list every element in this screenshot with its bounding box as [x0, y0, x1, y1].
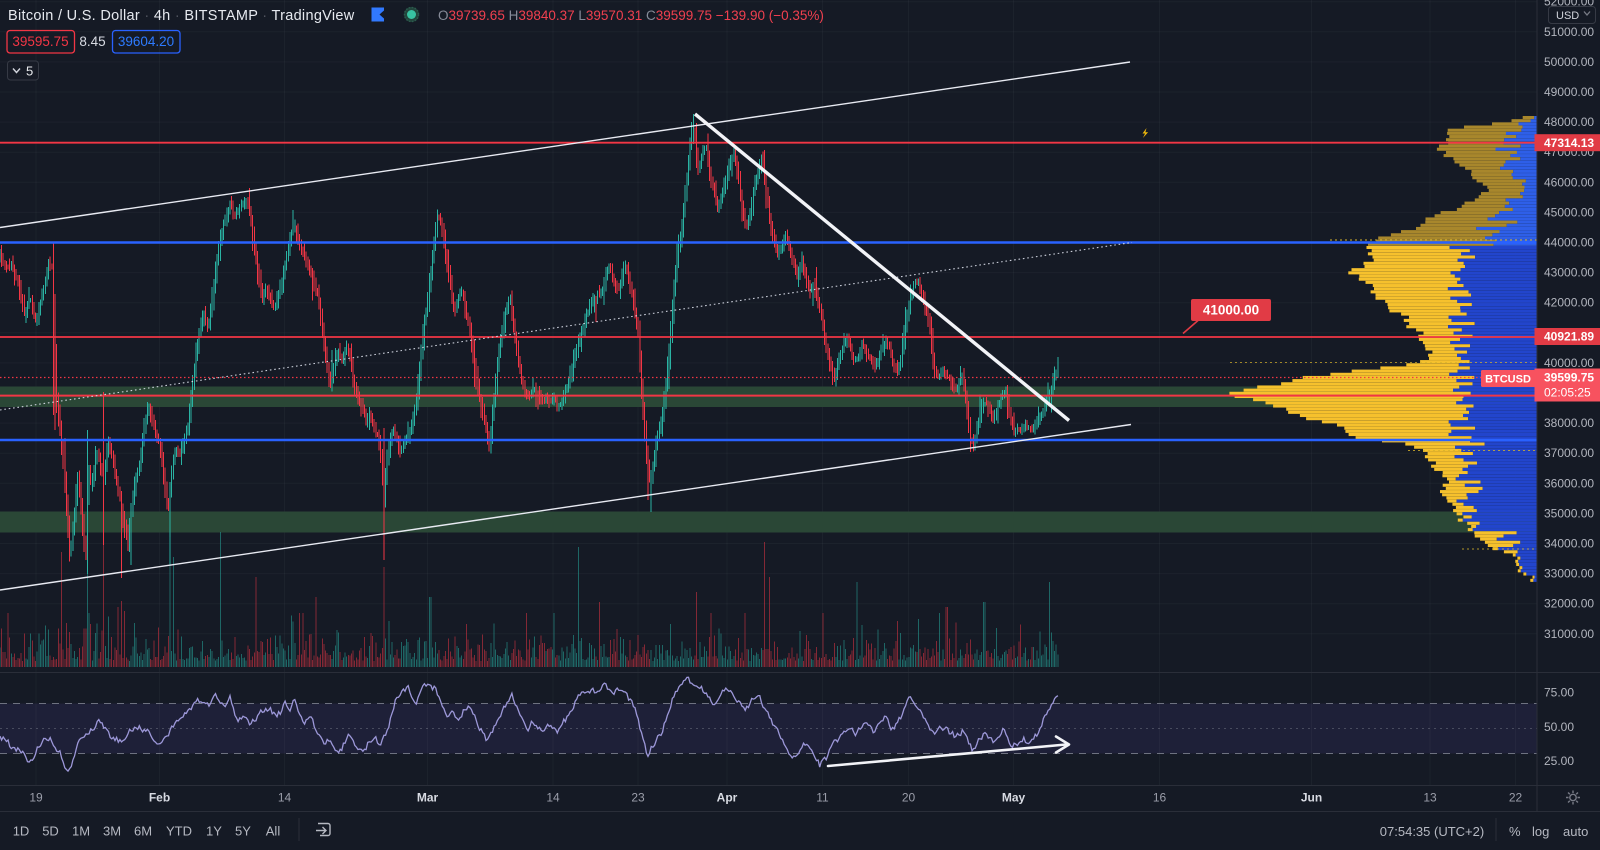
svg-text:20: 20	[902, 791, 916, 805]
svg-text:38000.00: 38000.00	[1544, 416, 1594, 430]
svg-text:5D: 5D	[42, 824, 59, 839]
svg-text:Apr: Apr	[717, 791, 738, 805]
svg-text:Mar: Mar	[417, 791, 439, 805]
svg-text:33000.00: 33000.00	[1544, 567, 1594, 581]
svg-text:49000.00: 49000.00	[1544, 85, 1594, 99]
svg-text:45000.00: 45000.00	[1544, 205, 1594, 219]
svg-text:51000.00: 51000.00	[1544, 25, 1594, 39]
svg-text:48000.00: 48000.00	[1544, 115, 1594, 129]
svg-text:5Y: 5Y	[235, 824, 251, 839]
svg-text:16: 16	[1153, 791, 1167, 805]
svg-text:39595.75: 39595.75	[12, 34, 68, 49]
svg-text:25.00: 25.00	[1544, 754, 1574, 768]
svg-text:23: 23	[631, 791, 645, 805]
svg-text:40000.00: 40000.00	[1544, 356, 1594, 370]
svg-text:Bitcoin / U.S. Dollar · 4h · B: Bitcoin / U.S. Dollar · 4h · BITSTAMP · …	[8, 8, 355, 24]
svg-text:Feb: Feb	[149, 791, 170, 805]
svg-text:41000.00: 41000.00	[1203, 303, 1259, 318]
svg-text:50000.00: 50000.00	[1544, 55, 1594, 69]
svg-text:07:54:35 (UTC+2): 07:54:35 (UTC+2)	[1380, 824, 1484, 839]
svg-text:47314.13: 47314.13	[1544, 136, 1594, 150]
svg-text:1Y: 1Y	[206, 824, 222, 839]
svg-text:39599.75: 39599.75	[1544, 371, 1594, 385]
svg-text:39604.20: 39604.20	[118, 34, 174, 49]
svg-text:%: %	[1509, 824, 1521, 839]
svg-text:31000.00: 31000.00	[1544, 627, 1594, 641]
svg-text:36000.00: 36000.00	[1544, 476, 1594, 490]
svg-text:34000.00: 34000.00	[1544, 537, 1594, 551]
svg-text:44000.00: 44000.00	[1544, 236, 1594, 250]
svg-text:46000.00: 46000.00	[1544, 175, 1594, 189]
svg-text:1D: 1D	[13, 824, 30, 839]
svg-text:May: May	[1002, 791, 1026, 805]
svg-text:52000.00: 52000.00	[1544, 0, 1594, 9]
svg-text:8.45: 8.45	[79, 34, 105, 49]
svg-text:Jun: Jun	[1301, 791, 1322, 805]
svg-text:13: 13	[1423, 791, 1437, 805]
svg-text:BTCUSD: BTCUSD	[1485, 374, 1531, 386]
svg-text:40921.89: 40921.89	[1544, 330, 1594, 344]
svg-text:43000.00: 43000.00	[1544, 266, 1594, 280]
svg-text:37000.00: 37000.00	[1544, 446, 1594, 460]
svg-text:11: 11	[816, 791, 829, 805]
svg-text:14: 14	[278, 791, 292, 805]
svg-text:5: 5	[26, 64, 33, 79]
svg-text:6M: 6M	[134, 824, 152, 839]
svg-text:14: 14	[546, 791, 560, 805]
svg-text:YTD: YTD	[166, 824, 192, 839]
svg-text:75.00: 75.00	[1544, 686, 1574, 700]
svg-text:O39739.65 H39840.37 L39570.31: O39739.65 H39840.37 L39570.31 C39599.75 …	[438, 8, 824, 23]
svg-text:19: 19	[29, 791, 43, 805]
svg-text:02:05:25: 02:05:25	[1544, 386, 1591, 400]
svg-text:32000.00: 32000.00	[1544, 597, 1594, 611]
svg-text:1M: 1M	[72, 824, 90, 839]
svg-text:auto: auto	[1563, 824, 1588, 839]
svg-text:22: 22	[1509, 791, 1523, 805]
svg-text:USD: USD	[1556, 10, 1579, 22]
svg-text:35000.00: 35000.00	[1544, 506, 1594, 520]
svg-text:42000.00: 42000.00	[1544, 296, 1594, 310]
svg-text:50.00: 50.00	[1544, 720, 1574, 734]
svg-text:3M: 3M	[103, 824, 121, 839]
svg-text:All: All	[266, 824, 281, 839]
svg-text:log: log	[1532, 824, 1549, 839]
